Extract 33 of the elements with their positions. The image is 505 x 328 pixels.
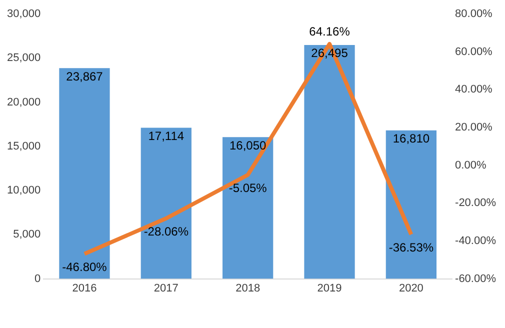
y-tick-label: 5,000 (13, 228, 41, 241)
data-label: 17,114 (148, 129, 184, 144)
y-tick-label: 25,000 (6, 52, 41, 64)
x-tick-label: 2018 (236, 282, 260, 294)
y-tick-label: 10,000 (6, 184, 41, 197)
bar (222, 137, 274, 279)
data-label: -46.80% (62, 260, 108, 274)
y-tick-label: 30,000 (6, 8, 41, 20)
y-tick-label: 0 (34, 272, 41, 285)
y2-tick-label: 60.00% (455, 46, 493, 58)
y2-tick-label: -40.00% (455, 235, 496, 248)
y2-tick-label: -20.00% (455, 197, 496, 210)
y2-tick-label: 0.00% (455, 159, 486, 172)
data-label: 23,867 (66, 69, 104, 84)
bar (59, 68, 110, 279)
data-label: -36.53% (388, 240, 434, 255)
y-tick-label: 20,000 (6, 96, 41, 108)
x-tick-label: 2016 (72, 282, 97, 294)
y2-tick-label: 40.00% (455, 84, 493, 96)
bar (304, 44, 355, 279)
y-tick-label: 15,000 (6, 140, 41, 152)
bar (140, 128, 192, 279)
x-tick-label: 2019 (317, 282, 342, 294)
y2-tick-label: -60.00% (455, 272, 496, 285)
y2-tick-label: 80.00% (455, 8, 493, 20)
x-tick-label: 2020 (398, 282, 424, 294)
data-label: -5.05% (228, 181, 268, 196)
x-tick-label: 2017 (154, 282, 178, 294)
bar (386, 130, 437, 279)
data-label: 16,810 (392, 132, 430, 146)
y2-tick-label: 20.00% (455, 122, 493, 134)
data-label: 64.16% (309, 24, 350, 38)
data-label: -28.06% (144, 224, 189, 239)
